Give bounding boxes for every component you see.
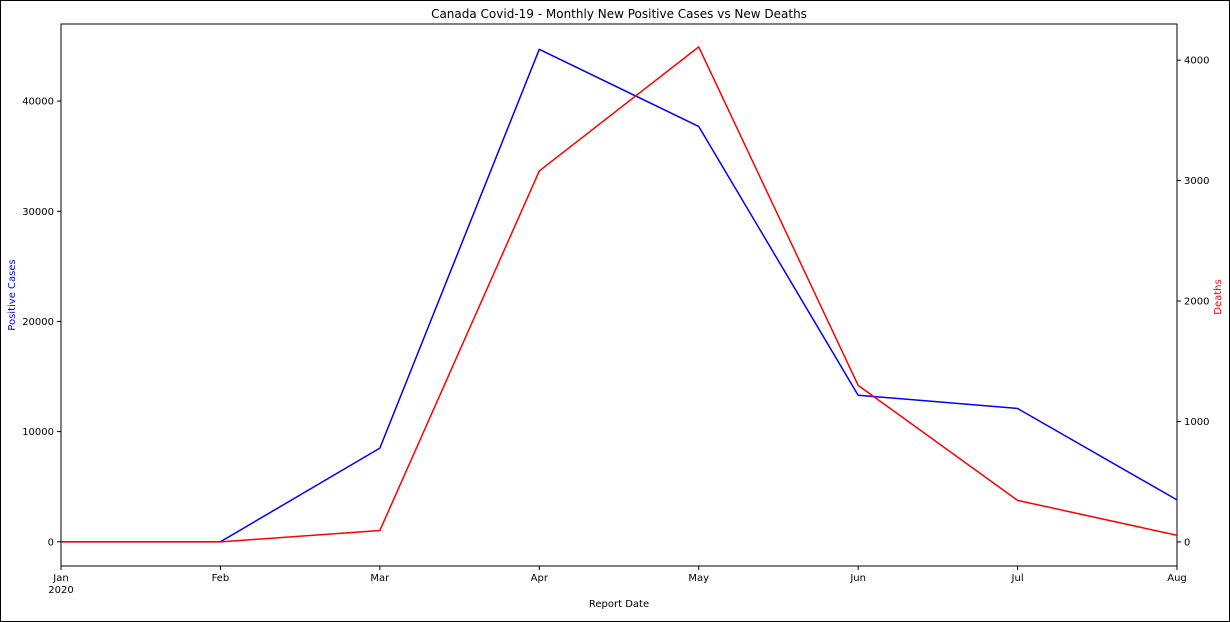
right-y-axis: 0 1000 2000 3000 4000 <box>1177 56 1209 548</box>
x-year-label: 2020 <box>48 585 73 596</box>
y-tick-label-right: 4000 <box>1184 56 1209 67</box>
y-tick-label-left: 10000 <box>22 427 54 438</box>
x-tick-label: Apr <box>531 573 549 584</box>
series-layer <box>61 46 1178 543</box>
x-axis: Jan Feb Mar Apr May Jun Jul Aug 2020 <box>48 566 1187 596</box>
series-line-deaths <box>61 46 1178 543</box>
y-tick-label-left: 30000 <box>22 207 54 218</box>
x-tick-label: May <box>688 573 709 584</box>
chart-title: Canada Covid-19 - Monthly New Positive C… <box>431 7 807 21</box>
x-tick-label: Mar <box>370 573 390 584</box>
y-tick-label-right: 0 <box>1184 537 1190 548</box>
y-tick-label-right: 3000 <box>1184 176 1209 187</box>
y-tick-label-left: 20000 <box>22 317 54 328</box>
series-line-positive-cases <box>61 48 1178 543</box>
x-tick-label: Aug <box>1167 573 1187 584</box>
x-tick-label: Jun <box>849 573 866 584</box>
y-axis-label-right: Deaths <box>1213 279 1224 314</box>
left-y-axis: 0 10000 20000 30000 40000 <box>22 97 61 548</box>
y-tick-label-right: 2000 <box>1184 297 1209 308</box>
plot-area <box>60 23 1178 567</box>
y-tick-label-right: 1000 <box>1184 417 1209 428</box>
x-axis-label: Report Date <box>589 599 649 610</box>
x-tick-label: Feb <box>212 573 230 584</box>
x-tick-label: Jan <box>52 573 68 584</box>
y-tick-label-left: 0 <box>48 537 54 548</box>
x-tick-label: Jul <box>1011 573 1024 584</box>
y-axis-label-left: Positive Cases <box>7 259 18 330</box>
y-tick-label-left: 40000 <box>22 97 54 108</box>
